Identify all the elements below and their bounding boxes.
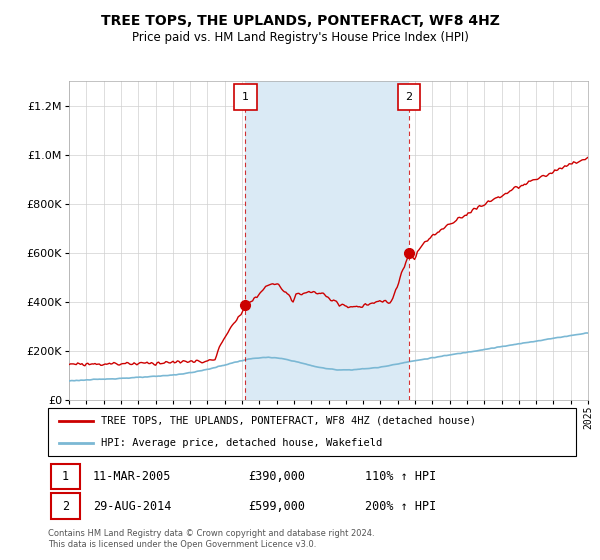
Text: 2: 2 <box>406 92 413 102</box>
FancyBboxPatch shape <box>50 493 80 519</box>
Text: 29-AUG-2014: 29-AUG-2014 <box>93 500 171 512</box>
Text: TREE TOPS, THE UPLANDS, PONTEFRACT, WF8 4HZ (detached house): TREE TOPS, THE UPLANDS, PONTEFRACT, WF8 … <box>101 416 476 426</box>
Text: 2: 2 <box>62 500 69 512</box>
Text: TREE TOPS, THE UPLANDS, PONTEFRACT, WF8 4HZ: TREE TOPS, THE UPLANDS, PONTEFRACT, WF8 … <box>101 14 499 28</box>
Text: 110% ↑ HPI: 110% ↑ HPI <box>365 470 436 483</box>
Text: HPI: Average price, detached house, Wakefield: HPI: Average price, detached house, Wake… <box>101 438 382 448</box>
Text: Contains HM Land Registry data © Crown copyright and database right 2024.
This d: Contains HM Land Registry data © Crown c… <box>48 529 374 549</box>
Text: 1: 1 <box>62 470 69 483</box>
Text: 11-MAR-2005: 11-MAR-2005 <box>93 470 171 483</box>
FancyBboxPatch shape <box>398 84 421 110</box>
FancyBboxPatch shape <box>50 464 80 489</box>
Text: 1: 1 <box>242 92 248 102</box>
Bar <box>245 81 409 400</box>
FancyBboxPatch shape <box>233 84 257 110</box>
Text: £599,000: £599,000 <box>248 500 305 512</box>
Text: 200% ↑ HPI: 200% ↑ HPI <box>365 500 436 512</box>
Text: Price paid vs. HM Land Registry's House Price Index (HPI): Price paid vs. HM Land Registry's House … <box>131 31 469 44</box>
FancyBboxPatch shape <box>48 408 576 456</box>
Text: £390,000: £390,000 <box>248 470 305 483</box>
